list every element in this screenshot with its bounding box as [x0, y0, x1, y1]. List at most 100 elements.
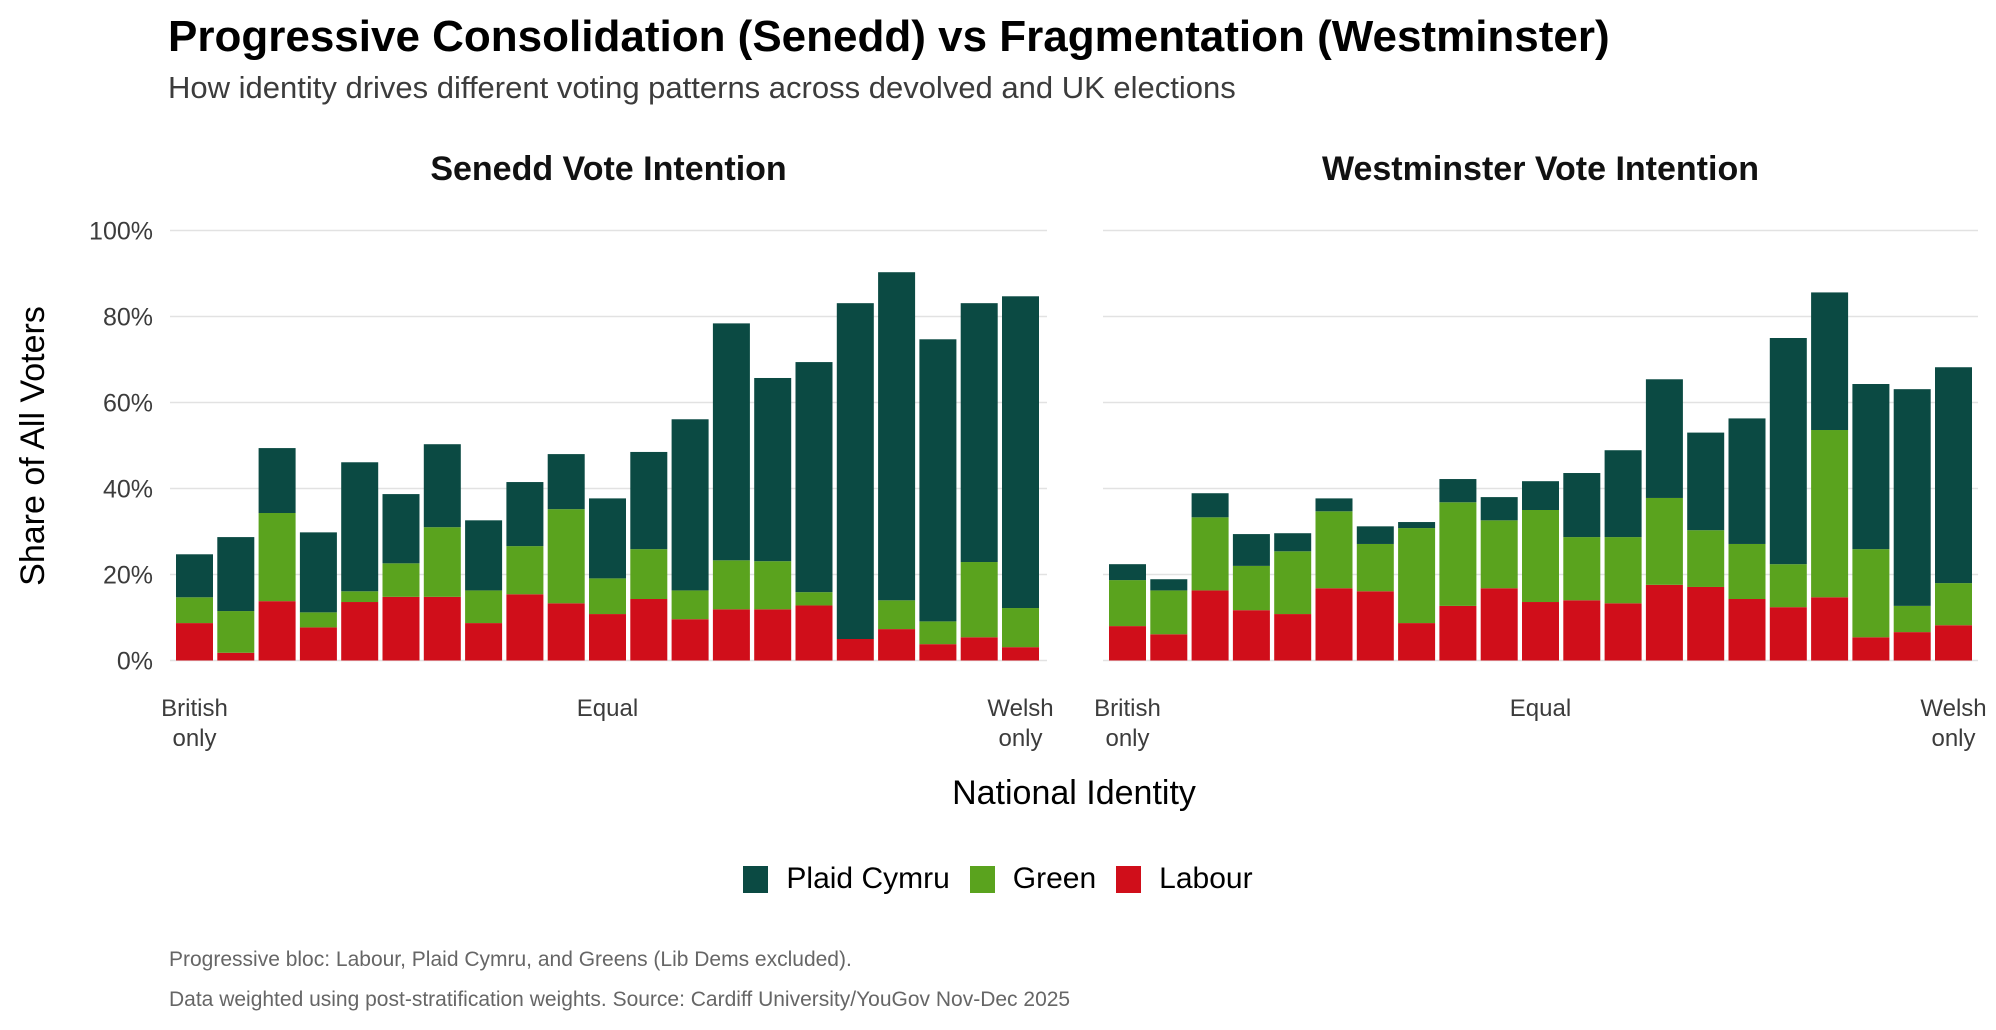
bar-green	[1480, 520, 1518, 589]
bar-green	[299, 612, 337, 628]
bar-plaid-cymru	[1480, 497, 1518, 521]
bar-plaid-cymru	[1232, 534, 1270, 566]
bar-stack	[299, 532, 337, 661]
bar-labour	[671, 619, 709, 661]
bar-green	[1769, 564, 1807, 608]
bar-labour	[1852, 637, 1890, 661]
bar-stack	[1232, 534, 1270, 661]
bar-plaid-cymru	[423, 444, 461, 528]
panel-westminster: Westminster Vote Intention British only Equ…	[1094, 150, 1986, 752]
bar-plaid-cymru	[712, 323, 750, 561]
y-tick-label: 100%	[89, 218, 153, 246]
bar-labour	[1002, 647, 1039, 661]
bar-stack	[795, 362, 833, 661]
bar-green	[217, 611, 255, 653]
legend-label: Green	[1012, 862, 1097, 895]
bar-plaid-cymru	[1439, 479, 1477, 503]
bar-stack	[1002, 296, 1039, 661]
bar-labour	[1769, 607, 1807, 661]
bar-labour	[341, 602, 379, 661]
bar-labour	[1563, 600, 1601, 661]
bar-plaid-cymru	[465, 520, 503, 591]
bar-stack	[1398, 522, 1436, 661]
bar-plaid-cymru	[878, 272, 916, 601]
bar-plaid-cymru	[589, 498, 626, 579]
bar-green	[1109, 580, 1146, 627]
bar-stack	[1150, 579, 1188, 661]
chart-title: Progressive Consolidation (Senedd) vs Fr…	[168, 12, 1610, 61]
y-axis-title: Share of All Voters	[14, 306, 52, 586]
bar-green	[1002, 608, 1039, 648]
bar-stack	[671, 419, 709, 661]
x-tick-label: Welsh only	[987, 695, 1053, 752]
bar-labour	[1604, 603, 1642, 661]
bar-stack	[589, 498, 626, 661]
bar-plaid-cymru	[1150, 579, 1188, 591]
bar-stack	[423, 444, 461, 661]
bar-stack	[1811, 292, 1849, 661]
bar-green	[919, 621, 957, 645]
bar-plaid-cymru	[1002, 296, 1039, 609]
x-tick-label: Welsh only	[1920, 695, 1986, 752]
bar-green	[589, 578, 626, 615]
bar-labour	[919, 644, 957, 661]
bar-stack	[1315, 498, 1353, 661]
bar-stack	[506, 482, 544, 661]
bar-green	[1852, 549, 1890, 638]
bar-stack	[1109, 564, 1146, 661]
bar-labour	[795, 605, 833, 661]
bar-labour	[1893, 632, 1931, 661]
bar-labour	[506, 594, 544, 661]
bar-stack	[1935, 367, 1972, 661]
bar-labour	[1398, 623, 1436, 661]
bar-green	[1522, 510, 1559, 603]
bar-stack	[919, 339, 957, 661]
bar-plaid-cymru	[1852, 384, 1890, 550]
bar-plaid-cymru	[547, 454, 585, 510]
bar-green	[1150, 590, 1188, 635]
bar-stack	[341, 462, 379, 661]
bar-stack	[382, 494, 420, 661]
caption-line-1: Progressive bloc: Labour, Plaid Cymru, a…	[169, 948, 852, 971]
legend-label: Plaid Cymru	[786, 862, 950, 895]
bar-green	[1439, 502, 1477, 606]
bar-stack	[1191, 493, 1229, 661]
bar-stack	[836, 303, 874, 661]
bar-labour	[960, 637, 998, 661]
bar-labour	[1935, 625, 1972, 661]
y-tick-label: 80%	[103, 304, 153, 332]
bar-stack	[1728, 418, 1766, 661]
bar-labour	[176, 623, 213, 661]
bar-green	[1935, 583, 1972, 626]
bar-green	[547, 509, 585, 604]
bar-green	[1274, 551, 1312, 615]
bar-labour	[1480, 588, 1518, 661]
bar-green	[423, 527, 461, 597]
bar-green	[1604, 537, 1642, 604]
bar-stack	[712, 323, 750, 661]
legend-swatch	[969, 865, 995, 893]
bar-labour	[1274, 614, 1312, 661]
bar-stack	[1769, 338, 1807, 661]
bar-green	[1728, 543, 1766, 600]
bar-green	[1398, 528, 1436, 624]
bar-stack	[1356, 526, 1394, 661]
bar-green	[795, 592, 833, 606]
bar-green	[754, 561, 792, 610]
bar-green	[176, 597, 213, 624]
bar-stack	[1604, 450, 1642, 661]
bar-plaid-cymru	[960, 303, 998, 563]
bar-plaid-cymru	[1109, 564, 1146, 581]
bar-plaid-cymru	[671, 419, 709, 591]
bar-labour	[1645, 584, 1683, 661]
bar-labour	[878, 629, 916, 661]
bar-green	[960, 562, 998, 638]
bar-plaid-cymru	[1522, 481, 1559, 510]
bar-green	[382, 563, 420, 597]
bar-stack	[878, 272, 916, 661]
bar-green	[1563, 537, 1601, 601]
bar-labour	[382, 596, 420, 661]
bar-labour	[1315, 588, 1353, 661]
legend-swatch	[743, 865, 769, 893]
